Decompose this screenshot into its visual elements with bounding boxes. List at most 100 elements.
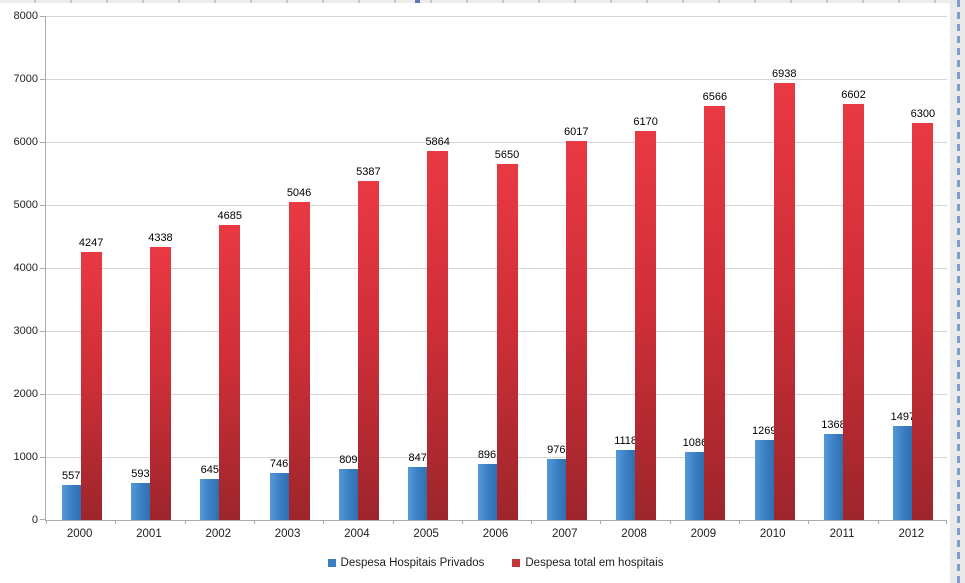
bar-privados-2011 (824, 433, 844, 520)
y-axis-tick (40, 331, 45, 332)
x-axis-tick (184, 520, 186, 524)
bar-value-label: 746 (269, 458, 289, 471)
y-axis-tick (40, 519, 45, 520)
bar-total-2012 (912, 123, 934, 520)
bar-value-label: 847 (408, 451, 427, 464)
bar-privados-2010 (754, 440, 774, 520)
bar-privados-2005 (408, 466, 428, 520)
bar-total-2010 (773, 82, 795, 520)
bar-value-label: 1086 (682, 436, 708, 449)
bar-value-label: 896 (477, 448, 497, 461)
bar-value-label: 6602 (841, 89, 866, 102)
spreadsheet-top-edge (0, 0, 965, 3)
x-axis-tick (669, 520, 671, 524)
x-axis-tick (323, 520, 325, 524)
x-tick-label: 2000 (66, 528, 93, 540)
bar-privados-2012 (893, 425, 913, 520)
legend-label: Despesa total em hospitais (525, 557, 664, 569)
y-axis-tick (40, 457, 45, 458)
bar-value-label: 5387 (356, 165, 381, 178)
bar-value-label: 6300 (910, 108, 936, 121)
y-tick-label: 6000 (13, 136, 38, 148)
x-tick-label: 2005 (413, 528, 439, 540)
y-tick-label: 7000 (13, 73, 38, 85)
y-tick-label: 1000 (13, 451, 38, 463)
bar-total-2000 (80, 252, 102, 520)
y-axis-tick (40, 142, 45, 143)
bar-total-2009 (704, 106, 726, 520)
x-tick-label: 2009 (690, 528, 717, 540)
x-axis-tick (808, 520, 810, 524)
bar-total-2007 (565, 140, 587, 520)
bar-total-2003 (288, 202, 310, 520)
bar-privados-2009 (685, 451, 705, 520)
bar-privados-2001 (130, 482, 150, 520)
y-axis-tick (40, 16, 45, 17)
y-tick-label: 5000 (13, 199, 38, 211)
x-axis-tick (739, 520, 741, 524)
bar-value-label: 1269 (751, 425, 777, 438)
x-tick-label: 2011 (829, 528, 855, 540)
bar-total-2001 (149, 246, 171, 520)
legend-swatch (327, 559, 336, 567)
x-tick-label: 2008 (621, 528, 647, 540)
y-axis-tick (40, 79, 45, 80)
x-tick-label: 2004 (344, 528, 370, 540)
bar-value-label: 1368 (821, 418, 846, 431)
x-axis-tick (531, 520, 533, 524)
bar-value-label: 593 (131, 467, 150, 480)
x-tick-label: 2006 (482, 528, 509, 540)
bar-value-label: 645 (200, 464, 219, 477)
bar-value-label: 6938 (771, 67, 797, 80)
bar-value-label: 5864 (425, 135, 450, 148)
bar-value-label: 4338 (148, 231, 173, 244)
y-axis-tick (40, 205, 45, 206)
page-break-dashed-line (957, 0, 960, 583)
x-axis-tick (253, 520, 255, 524)
legend-item: Despesa total em hospitais (512, 557, 663, 569)
top-edge-blue-tick (415, 0, 420, 3)
x-tick-label: 2002 (205, 528, 232, 540)
y-tick-label: 3000 (13, 325, 38, 337)
y-tick-label: 4000 (13, 262, 38, 274)
bar-value-label: 4247 (78, 237, 104, 250)
legend-label: Despesa Hospitais Privados (340, 557, 485, 569)
x-axis-tick (392, 520, 394, 524)
bar-privados-2008 (616, 449, 636, 520)
chart-legend: Despesa Hospitais Privados Despesa total … (45, 555, 946, 571)
x-axis-tick (115, 520, 117, 524)
x-tick-label: 2003 (274, 528, 301, 540)
y-tick-label: 8000 (13, 10, 38, 22)
x-axis-tick (877, 520, 879, 524)
bar-value-label: 976 (547, 443, 566, 456)
bar-total-2005 (427, 150, 449, 520)
bar-total-2006 (496, 164, 518, 520)
bar-privados-2000 (61, 484, 81, 520)
gridline (46, 16, 947, 17)
bar-value-label: 6170 (633, 116, 658, 129)
x-tick-label: 2001 (136, 528, 162, 540)
bar-total-2002 (219, 224, 241, 520)
bar-total-2008 (635, 131, 657, 520)
y-axis-tick (40, 394, 45, 395)
x-tick-label: 2012 (898, 528, 925, 540)
bar-value-label: 557 (61, 469, 81, 482)
bar-privados-2004 (338, 469, 358, 520)
x-axis-tick (600, 520, 602, 524)
legend-item: Despesa Hospitais Privados (327, 557, 485, 569)
bar-privados-2003 (269, 473, 289, 520)
x-axis-tick (461, 520, 463, 524)
bar-total-2004 (357, 180, 379, 520)
bar-value-label: 1118 (614, 434, 638, 447)
bar-value-label: 5046 (286, 187, 312, 200)
gridline (46, 142, 947, 143)
page-margin-gutter (950, 0, 965, 583)
bar-value-label: 6566 (702, 91, 728, 104)
x-axis-tick (46, 520, 47, 524)
bar-value-label: 809 (339, 454, 358, 467)
bar-total-2011 (843, 104, 865, 520)
plot-area: 557 4247 593 4338 645 4685 746 5046 809 5387 847 58… (40, 16, 947, 524)
gridline (46, 79, 947, 80)
